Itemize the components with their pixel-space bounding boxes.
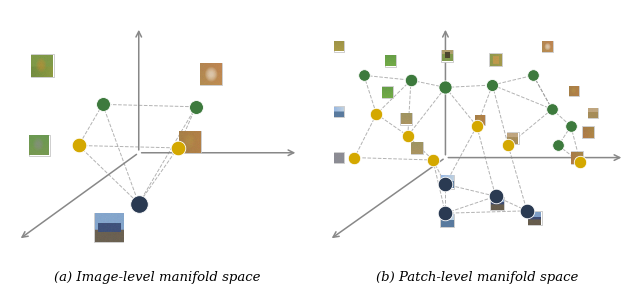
Point xyxy=(74,143,84,148)
Point xyxy=(191,105,201,109)
Point xyxy=(575,160,586,165)
Point xyxy=(173,146,183,150)
Point xyxy=(349,155,360,160)
Point xyxy=(522,209,532,213)
Point xyxy=(488,83,498,87)
Point xyxy=(406,78,416,82)
Point xyxy=(371,112,381,116)
Point xyxy=(472,124,482,128)
Text: (b) Patch-level manifold space: (b) Patch-level manifold space xyxy=(376,271,578,284)
Point xyxy=(566,124,576,128)
Point xyxy=(440,85,451,90)
Point xyxy=(134,201,144,206)
Point xyxy=(97,102,108,107)
Point xyxy=(440,182,451,187)
Point xyxy=(440,211,451,215)
Point xyxy=(403,134,413,138)
Point xyxy=(359,73,369,78)
Point xyxy=(553,143,563,148)
Point xyxy=(547,107,557,111)
Text: (a) Image-level manifold space: (a) Image-level manifold space xyxy=(54,271,260,284)
Point xyxy=(528,73,538,78)
Point xyxy=(428,158,438,162)
Point xyxy=(503,143,513,148)
Point xyxy=(490,194,500,199)
